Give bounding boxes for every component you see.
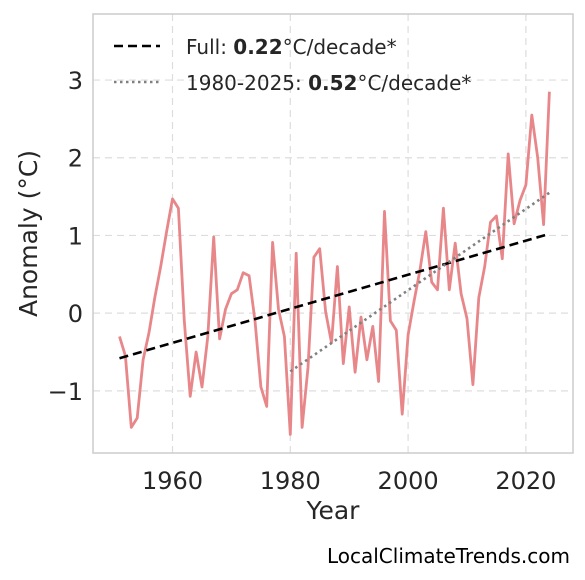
legend: Full: 0.22°C/decade* 1980-2025: 0.52°C/d…: [114, 35, 471, 95]
y-tick-label: 1: [68, 222, 83, 250]
x-axis-label: Year: [306, 496, 361, 525]
x-tick-label: 2000: [378, 467, 439, 495]
grid: [93, 14, 573, 453]
full-trend-line: [119, 232, 550, 360]
y-tick-label: −1: [48, 378, 83, 406]
watermark: LocalClimateTrends.com: [326, 544, 570, 568]
x-tick-label: 1960: [142, 467, 203, 495]
x-tick-label: 2020: [495, 467, 556, 495]
recent-trend-line: [289, 191, 551, 373]
plot-area: [118, 91, 551, 436]
x-tick-label: 1980: [260, 467, 321, 495]
y-axis-ticks: −1 0 1 2 3: [48, 67, 83, 406]
y-tick-label: 3: [68, 67, 83, 95]
legend-entry-full: Full: 0.22°C/decade*: [186, 35, 397, 59]
y-axis-label: Anomaly (°C): [14, 150, 43, 317]
y-tick-label: 2: [68, 145, 83, 173]
legend-entry-1980-2025: 1980-2025: 0.52°C/decade*: [186, 71, 471, 95]
x-axis-ticks: 1960 1980 2000 2020: [142, 467, 556, 495]
y-tick-label: 0: [68, 300, 83, 328]
anomaly-series-line: [118, 91, 551, 436]
plot-frame: [92, 13, 574, 454]
